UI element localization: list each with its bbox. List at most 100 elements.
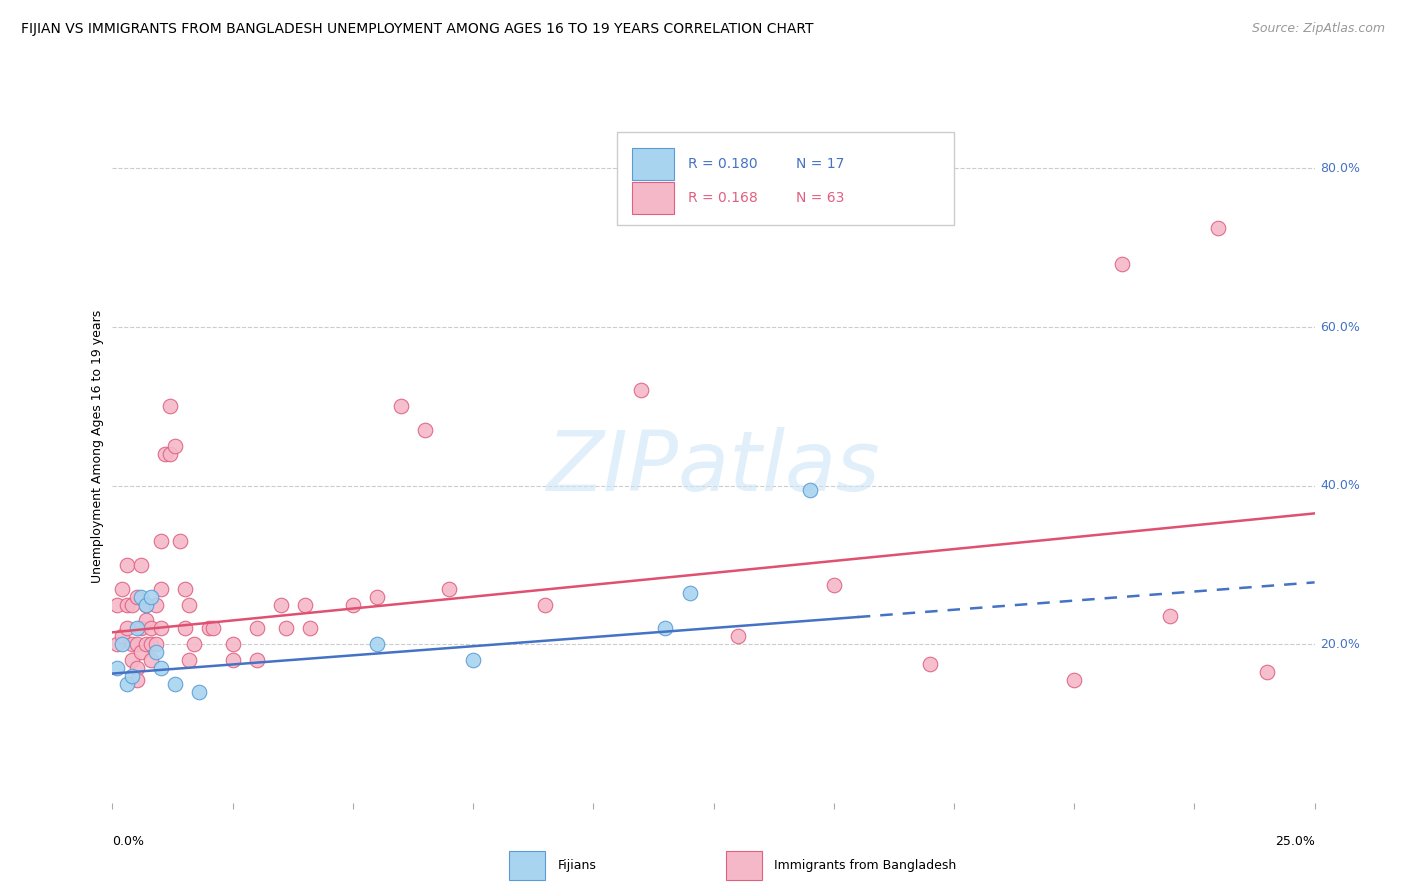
Point	[121, 669, 143, 683]
Point	[202, 621, 225, 635]
Point	[163, 439, 186, 453]
Point	[125, 637, 148, 651]
Point	[534, 598, 557, 612]
Point	[294, 598, 316, 612]
Point	[179, 598, 201, 612]
Point	[197, 621, 219, 635]
Point	[115, 621, 138, 635]
Point	[270, 598, 292, 612]
Point	[115, 677, 138, 691]
Point	[131, 558, 153, 572]
Point	[1256, 665, 1278, 679]
Point	[222, 653, 245, 667]
Text: R = 0.168: R = 0.168	[689, 192, 758, 205]
Text: N = 17: N = 17	[796, 157, 845, 171]
Point	[461, 653, 484, 667]
FancyBboxPatch shape	[617, 132, 953, 225]
Point	[342, 598, 364, 612]
Text: 0.0%: 0.0%	[112, 835, 145, 848]
Point	[222, 637, 245, 651]
Point	[111, 629, 134, 643]
Point	[121, 653, 143, 667]
Point	[155, 447, 177, 461]
Point	[654, 621, 676, 635]
Text: Immigrants from Bangladesh: Immigrants from Bangladesh	[773, 859, 956, 872]
Point	[274, 621, 297, 635]
Point	[115, 598, 138, 612]
Point	[139, 653, 162, 667]
Point	[389, 400, 412, 414]
Point	[159, 400, 181, 414]
Point	[131, 590, 153, 604]
FancyBboxPatch shape	[631, 182, 673, 214]
Point	[125, 661, 148, 675]
Text: ZIPatlas: ZIPatlas	[547, 427, 880, 508]
Point	[139, 637, 162, 651]
Point	[918, 657, 941, 671]
FancyBboxPatch shape	[725, 851, 762, 880]
Point	[135, 614, 157, 628]
Text: 40.0%: 40.0%	[1320, 479, 1361, 492]
Point	[188, 685, 211, 699]
Point	[1063, 673, 1085, 687]
Point	[246, 621, 269, 635]
Point	[131, 645, 153, 659]
Point	[159, 447, 181, 461]
Point	[121, 637, 143, 651]
Point	[173, 621, 195, 635]
Point	[1208, 221, 1230, 235]
Point	[437, 582, 460, 596]
Point	[173, 582, 195, 596]
Point	[630, 384, 652, 398]
Point	[169, 534, 191, 549]
Point	[183, 637, 205, 651]
Point	[149, 582, 172, 596]
Point	[366, 590, 388, 604]
Point	[105, 661, 128, 675]
Text: 20.0%: 20.0%	[1320, 638, 1361, 651]
Point	[121, 598, 143, 612]
Point	[111, 582, 134, 596]
Point	[145, 598, 167, 612]
Point	[105, 598, 128, 612]
Point	[125, 673, 148, 687]
Point	[727, 629, 749, 643]
Point	[139, 621, 162, 635]
Point	[149, 661, 172, 675]
Point	[366, 637, 388, 651]
Point	[1159, 609, 1181, 624]
Point	[246, 653, 269, 667]
Point	[139, 590, 162, 604]
Point	[179, 653, 201, 667]
Point	[149, 534, 172, 549]
Point	[125, 621, 148, 635]
Text: 60.0%: 60.0%	[1320, 320, 1361, 334]
Point	[1111, 257, 1133, 271]
Text: 80.0%: 80.0%	[1320, 162, 1361, 175]
Point	[145, 637, 167, 651]
Point	[115, 558, 138, 572]
Point	[413, 423, 436, 437]
Point	[298, 621, 321, 635]
Point	[163, 677, 186, 691]
Point	[135, 637, 157, 651]
FancyBboxPatch shape	[631, 148, 673, 180]
Point	[105, 637, 128, 651]
Point	[145, 645, 167, 659]
Point	[799, 483, 821, 497]
Text: R = 0.180: R = 0.180	[689, 157, 758, 171]
Text: FIJIAN VS IMMIGRANTS FROM BANGLADESH UNEMPLOYMENT AMONG AGES 16 TO 19 YEARS CORR: FIJIAN VS IMMIGRANTS FROM BANGLADESH UNE…	[21, 22, 814, 37]
Point	[111, 637, 134, 651]
Point	[131, 621, 153, 635]
Point	[678, 585, 700, 599]
Point	[149, 621, 172, 635]
Point	[125, 590, 148, 604]
Y-axis label: Unemployment Among Ages 16 to 19 years: Unemployment Among Ages 16 to 19 years	[91, 310, 104, 582]
Point	[823, 578, 845, 592]
Text: Source: ZipAtlas.com: Source: ZipAtlas.com	[1251, 22, 1385, 36]
FancyBboxPatch shape	[509, 851, 546, 880]
Point	[135, 598, 157, 612]
Text: 25.0%: 25.0%	[1275, 835, 1315, 848]
Text: N = 63: N = 63	[796, 192, 845, 205]
Point	[135, 598, 157, 612]
